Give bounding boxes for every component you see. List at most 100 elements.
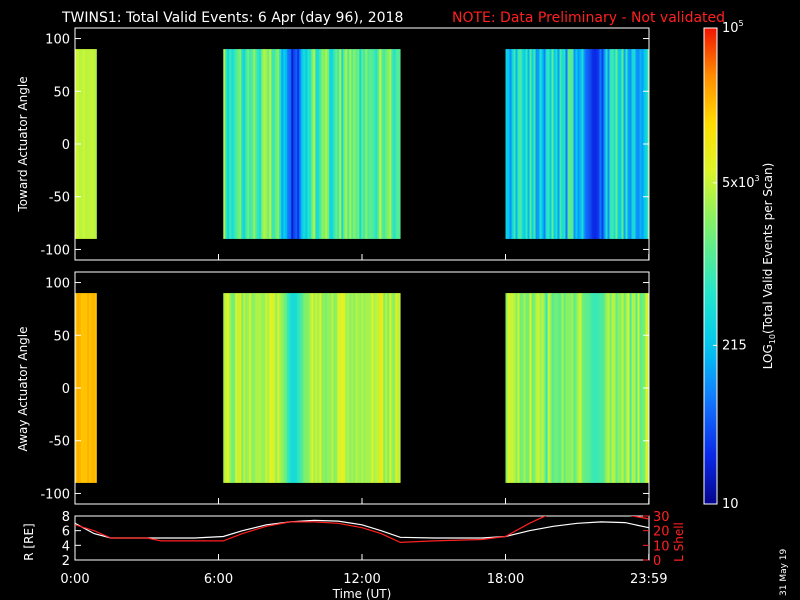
heatmap-cell	[251, 293, 254, 483]
heatmap-cell	[547, 293, 550, 483]
heatmap-cell	[509, 293, 512, 483]
heatmap-cell	[231, 293, 234, 483]
heatmap-cell	[329, 293, 332, 483]
heatmap-cell	[315, 293, 318, 483]
heatmap-cell	[281, 293, 284, 483]
heatmap-cell	[385, 293, 388, 483]
y-tick-label: -50	[49, 435, 70, 450]
colorbar-label-rest: (Total Valid Events per Scan)	[761, 163, 775, 334]
heatmap-cell	[525, 293, 528, 483]
heatmap-cell	[371, 293, 374, 483]
heatmap-cell	[533, 293, 536, 483]
colorbar-tick-label: 5x103	[722, 174, 760, 191]
heatmap-cell	[305, 293, 308, 483]
lshell-axis-label: L Shell	[672, 522, 686, 562]
heatmap-cell	[343, 49, 346, 239]
heatmap-cell	[299, 49, 302, 239]
heatmap-cell	[611, 293, 614, 483]
heatmap-cell	[561, 49, 564, 239]
heatmap-cell	[331, 293, 334, 483]
heatmap-cell	[309, 49, 312, 239]
time-tick-label: 23:59	[630, 572, 667, 587]
heatmap-cell	[545, 49, 548, 239]
heatmap-cell	[351, 49, 354, 239]
heatmap-cell	[313, 293, 316, 483]
heatmap-cell	[85, 293, 88, 483]
heatmap-cell	[563, 49, 566, 239]
heatmap-cell	[635, 293, 638, 483]
heatmap-cell	[303, 49, 306, 239]
heatmap-cell	[399, 293, 401, 483]
heatmap-cell	[277, 49, 280, 239]
time-axis-label: Time (UT)	[332, 587, 392, 600]
heatmap-cell	[593, 49, 596, 239]
y-tick-label: 50	[53, 85, 70, 100]
heatmap-cell	[555, 49, 558, 239]
heatmap-cell	[555, 293, 558, 483]
heatmap-cell	[285, 49, 288, 239]
lshell-tick-label: 20	[653, 525, 670, 540]
heatmap-cell	[621, 293, 624, 483]
heatmap-cell	[537, 293, 540, 483]
preliminary-note: NOTE: Data Preliminary - Not validated	[452, 10, 725, 26]
heatmap-cell	[531, 293, 534, 483]
heatmap-cell	[331, 49, 334, 239]
heatmap-cell	[257, 293, 260, 483]
heatmap-cell	[579, 49, 582, 239]
heatmap-cell	[585, 293, 588, 483]
colorbar-label-main: LOG	[761, 344, 775, 369]
heatmap-cell	[345, 293, 348, 483]
heatmap-cell	[293, 49, 296, 239]
heatmap-cell	[367, 49, 370, 239]
heatmap-cell	[293, 293, 296, 483]
heatmap-cell	[83, 293, 86, 483]
heatmap-cell	[297, 49, 300, 239]
heatmap-cell	[291, 293, 294, 483]
heatmap-cell	[513, 293, 516, 483]
heatmap-cell	[269, 49, 272, 239]
heatmap-cell	[605, 49, 608, 239]
heatmap-cell	[287, 49, 290, 239]
heatmap-cell	[239, 293, 242, 483]
r-tick-label: 2	[62, 554, 70, 569]
heatmap-cell	[291, 49, 294, 239]
heatmap-cell	[271, 293, 274, 483]
heatmap-cell	[245, 293, 248, 483]
heatmap-cell	[253, 293, 256, 483]
heatmap-cell	[341, 293, 344, 483]
heatmap-cell	[539, 49, 542, 239]
toward-heatmap-panel: 100 50 0 -50 -100 Toward Actuator Angle	[16, 27, 650, 261]
r-tick-label: 8	[62, 510, 70, 525]
heatmap-cell	[381, 293, 384, 483]
heatmap-cell	[613, 293, 616, 483]
heatmap-cell	[363, 293, 366, 483]
heatmap-cell	[91, 49, 94, 239]
heatmap-cell	[347, 49, 350, 239]
heatmap-cell	[599, 49, 602, 239]
time-tick-label: 18:00	[487, 572, 524, 587]
heatmap-cell	[321, 293, 324, 483]
heatmap-cell	[87, 293, 90, 483]
heatmap-cell	[283, 49, 286, 239]
y-tick-label: 100	[45, 277, 70, 292]
heatmap-cell	[527, 293, 530, 483]
heatmap-cell	[377, 293, 380, 483]
heatmap-cell	[543, 49, 546, 239]
y-tick-label: 50	[53, 329, 70, 344]
heatmap-cell	[309, 293, 312, 483]
chart-title: TWINS1: Total Valid Events: 6 Apr (day 9…	[61, 10, 403, 26]
colorbar-strip	[704, 28, 717, 504]
heatmap-cell	[351, 293, 354, 483]
heatmap-cell	[285, 293, 288, 483]
heatmap-cell	[347, 293, 350, 483]
heatmap-cell	[517, 293, 520, 483]
heatmap-cell	[523, 293, 526, 483]
heatmap-cell	[339, 49, 342, 239]
heatmap-cell	[307, 293, 310, 483]
heatmap-cell	[623, 293, 626, 483]
heatmap-cell	[565, 49, 568, 239]
heatmap-cell	[607, 293, 610, 483]
heatmap-cell	[625, 49, 628, 239]
